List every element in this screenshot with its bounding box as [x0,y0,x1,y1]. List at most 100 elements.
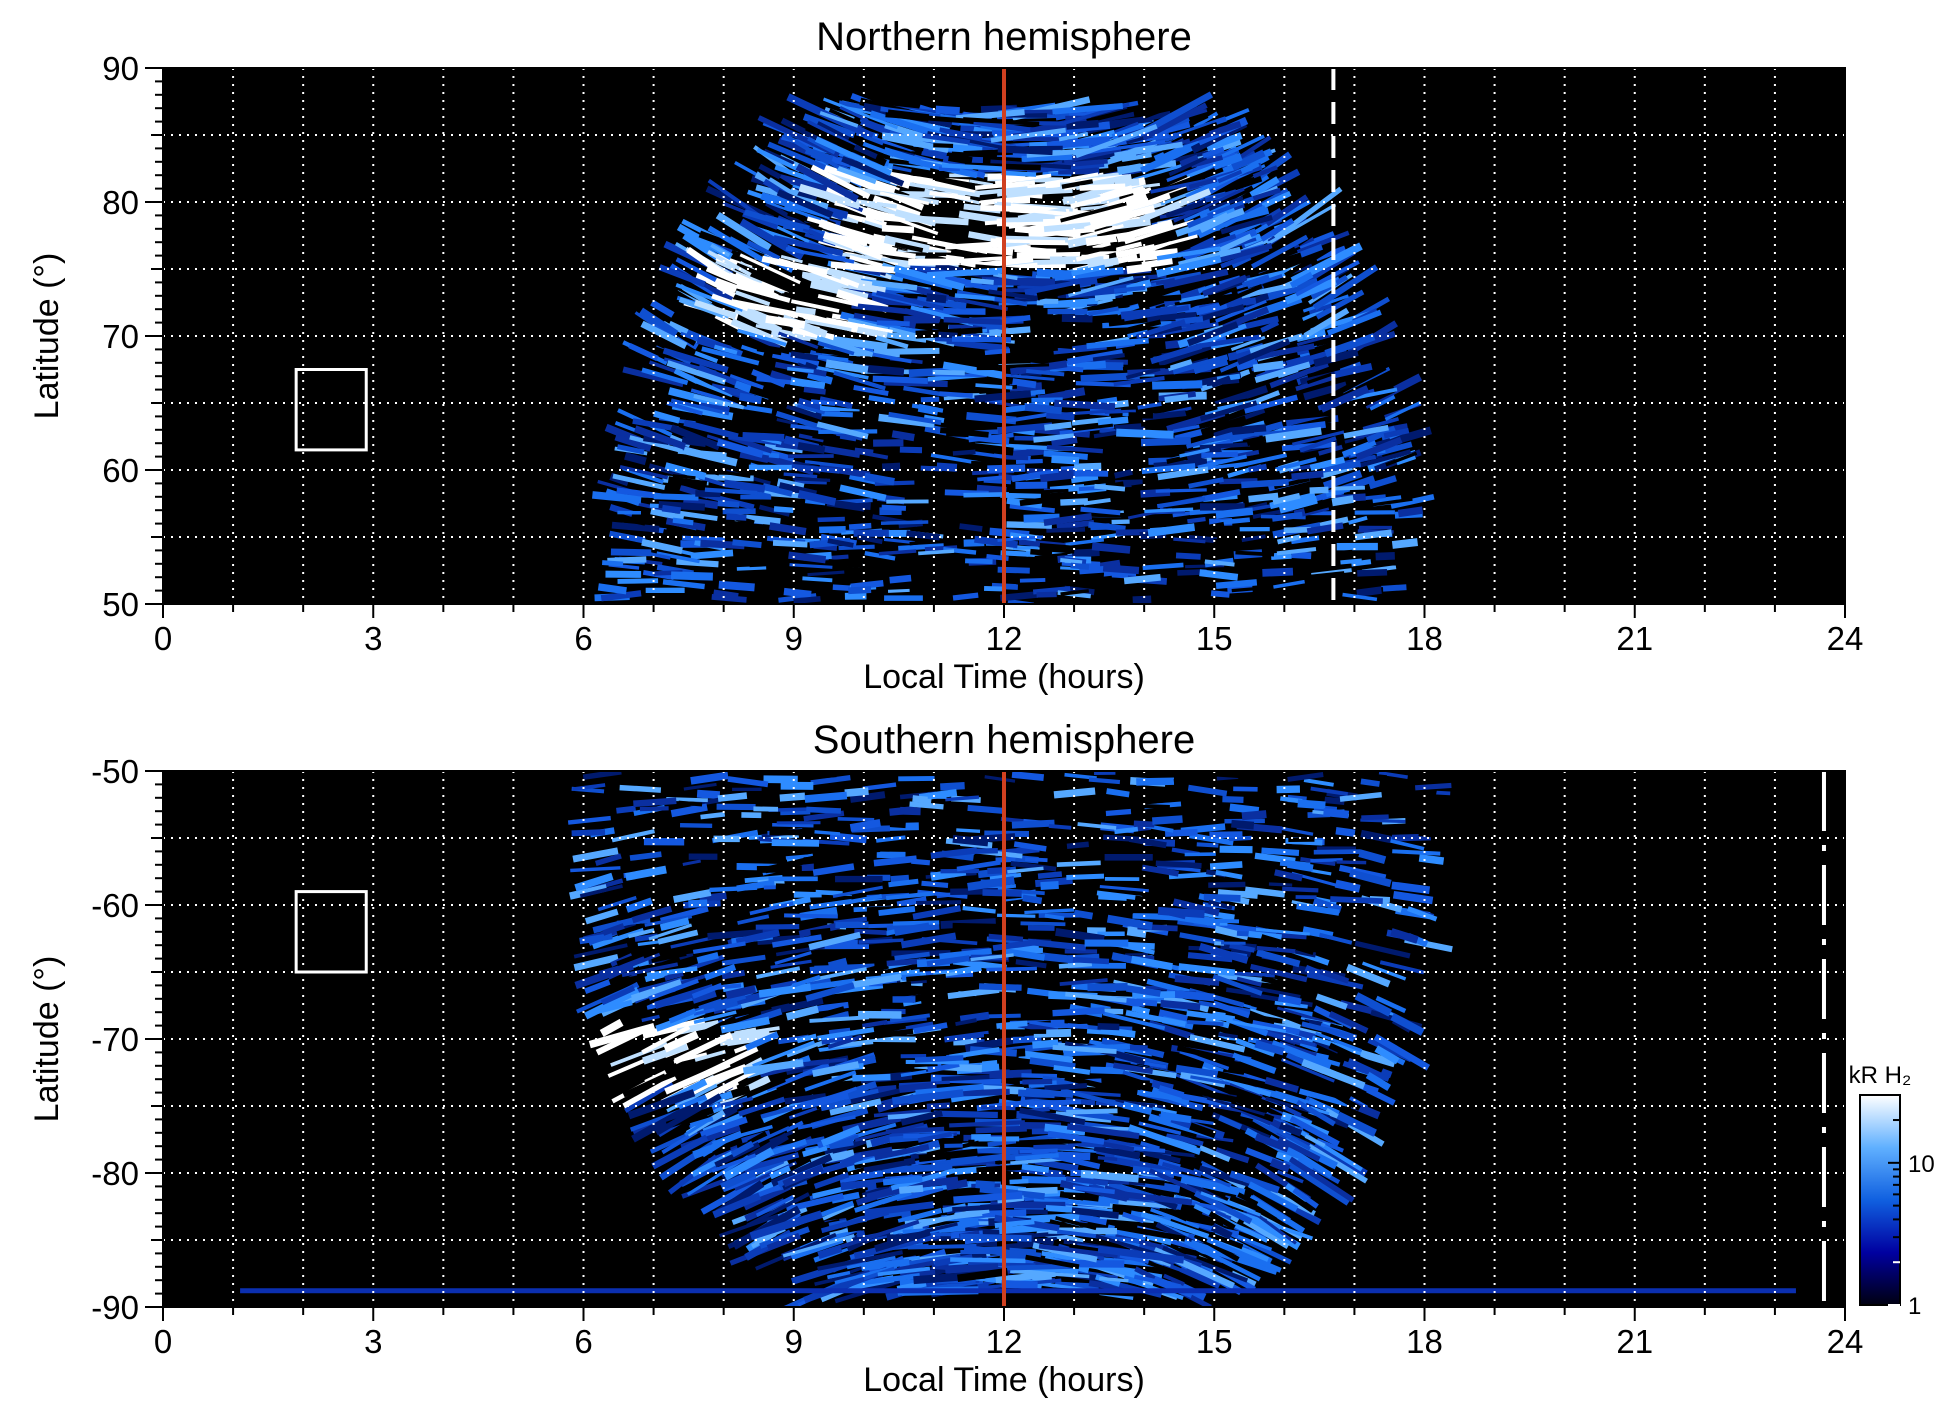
south-streak [1216,1070,1277,1092]
south-streak [826,1270,851,1280]
north-streak [1233,453,1288,469]
north-streak [1087,306,1119,317]
south-streak [785,1005,819,1021]
north-streak [1164,394,1189,403]
south-streak [1254,1133,1290,1153]
south-streak [1172,898,1220,917]
north-streak [1190,155,1224,168]
south-streak [1365,1071,1392,1092]
south-streak [1033,1197,1111,1207]
north-streak [1276,534,1301,545]
north-streak [629,435,683,454]
south-streak [850,1088,901,1105]
north-streak [1350,387,1398,401]
south-streak [1303,778,1334,787]
north-streak [682,535,725,542]
south-streak [1115,1099,1166,1110]
south-streak [1221,924,1256,933]
south-streak [721,969,746,980]
south-streak [1249,963,1308,983]
x-tick-label: 3 [364,620,382,657]
north-streak [1094,292,1116,301]
north-streak [1199,442,1251,450]
north-streak [1002,235,1069,243]
north-streak [1179,294,1206,303]
north-streak [695,270,738,293]
south-streak [1418,828,1438,838]
south-streak [1066,873,1105,880]
north-streak [917,403,939,416]
north-streak [807,136,836,155]
north-streak [871,279,918,291]
north-streak [622,366,684,388]
south-streak [1335,827,1356,837]
north-streak [816,421,869,440]
north-streak [807,371,833,385]
north-streak [1355,436,1403,461]
north-streak [1187,516,1206,524]
north-streak [885,112,974,125]
south-streak [785,854,813,860]
north-streak [887,588,910,593]
north-streak [816,121,850,142]
north-streak [740,344,765,356]
north-streak [916,296,967,310]
north-streak [1175,552,1201,560]
box-marker [294,368,368,452]
south-streak [814,1270,867,1287]
south-streak [1198,986,1247,1001]
south-streak [1048,824,1072,830]
south-streak [918,1148,978,1163]
south-streak [1151,1079,1174,1092]
south-streak [1099,1276,1129,1283]
y-tick-label: 50 [102,586,139,623]
north-streak [783,205,828,224]
south-streak [1361,814,1389,821]
north-streak [1111,519,1130,525]
north-streak [942,361,1006,380]
south-streak [1243,1218,1290,1249]
north-x-label: Local Time (hours) [863,658,1145,696]
north-streak [1002,373,1055,381]
north-streak [1276,546,1317,556]
south-streak [1276,1169,1304,1184]
north-streak [1303,307,1350,339]
south-streak [1011,819,1055,829]
north-streak [911,235,988,255]
south-streak [600,985,636,1006]
north-streak [1016,252,1063,260]
north-streak [653,410,681,424]
north-streak [970,277,994,285]
south-streak [1379,960,1425,975]
south-streak [930,979,977,992]
north-streak [756,376,796,385]
north-streak [862,141,895,157]
y-tick-label: 80 [102,184,139,221]
north-streak [715,211,772,252]
north-streak [938,294,1009,312]
south-streak [1015,1152,1059,1161]
south-streak [1100,1026,1136,1038]
north-streak [1117,163,1142,175]
south-streak [1190,1075,1231,1086]
south-streak [839,1170,884,1184]
south-streak [1212,1000,1251,1019]
south-streak [1189,832,1234,846]
south-streak [610,954,646,976]
north-streak [1097,416,1129,427]
south-streak [1077,822,1117,830]
south-streak [1281,1104,1302,1118]
north-streak [848,586,872,595]
south-polar-band [240,1288,1796,1294]
south-streak [878,905,916,917]
south-streak [882,1175,923,1186]
north-streak [755,323,823,342]
north-streak [797,441,826,454]
south-streak [1218,1115,1243,1130]
north-streak [1147,312,1197,322]
north-streak [1281,421,1326,434]
north-streak [782,132,840,170]
north-streak [1315,245,1346,262]
south-streak [1141,864,1179,877]
south-streak [970,953,1014,962]
